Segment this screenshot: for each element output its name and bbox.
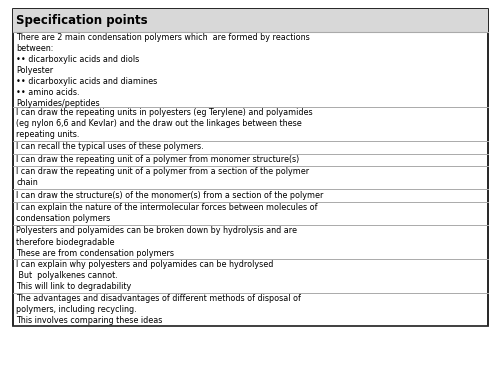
Text: I can explain the nature of the intermolecular forces between molecules of
conde: I can explain the nature of the intermol…	[16, 203, 318, 223]
Text: I can recall the typical uses of these polymers.: I can recall the typical uses of these p…	[16, 142, 204, 151]
Text: I can draw the repeating unit of a polymer from a section of the polymer
chain: I can draw the repeating unit of a polym…	[16, 167, 310, 188]
Text: I can draw the structure(s) of the monomer(s) from a section of the polymer: I can draw the structure(s) of the monom…	[16, 190, 324, 200]
Text: I can draw the repeating unit of a polymer from monomer structure(s): I can draw the repeating unit of a polym…	[16, 154, 300, 164]
Text: I can explain why polyesters and polyamides can be hydrolysed
 But  polyalkenes : I can explain why polyesters and polyami…	[16, 260, 274, 291]
Text: I can draw the repeating units in polyesters (eg Terylene) and polyamides
(eg ny: I can draw the repeating units in polyes…	[16, 108, 313, 140]
Text: Specification points: Specification points	[16, 14, 148, 27]
Text: The advantages and disadvantages of different methods of disposal of
polymers, i: The advantages and disadvantages of diff…	[16, 294, 302, 325]
Text: There are 2 main condensation polymers which  are formed by reactions
between:
•: There are 2 main condensation polymers w…	[16, 33, 310, 108]
Text: Polyesters and polyamides can be broken down by hydrolysis and are
therefore bio: Polyesters and polyamides can be broken …	[16, 226, 298, 258]
